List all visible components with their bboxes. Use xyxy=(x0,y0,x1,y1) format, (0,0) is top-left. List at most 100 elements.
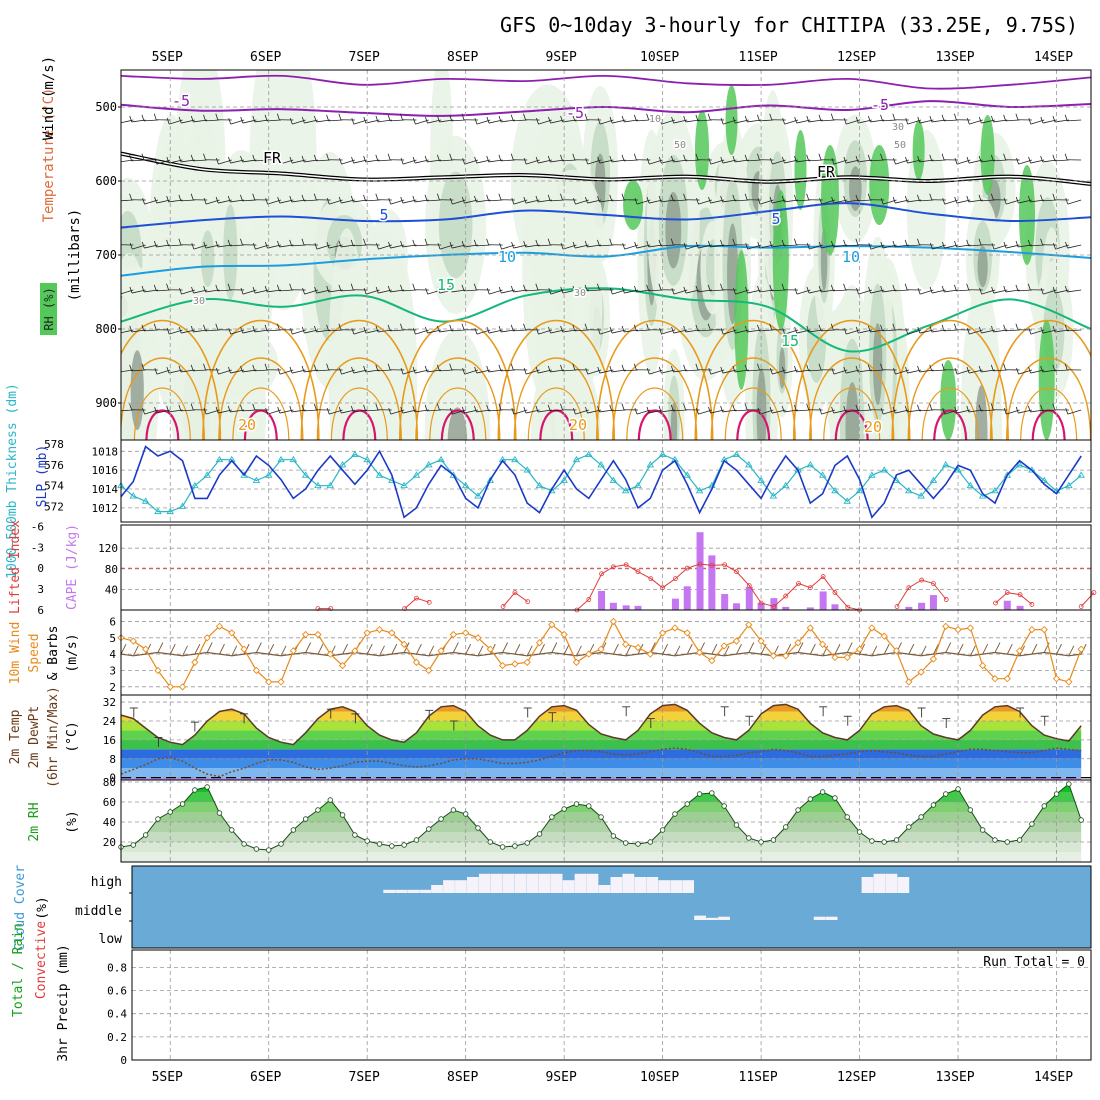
wind-speed-marker xyxy=(228,629,236,637)
wind-barb xyxy=(365,409,380,412)
wind-barb-flag xyxy=(732,194,736,201)
wind-barb-flag xyxy=(671,326,674,334)
wind-barb-flag xyxy=(523,368,527,375)
wind-barb-flag xyxy=(547,238,551,245)
wind-barb-flag xyxy=(240,404,243,411)
surface-wind-barb xyxy=(268,643,275,655)
wind-barb-flag xyxy=(424,194,428,201)
thickness-marker xyxy=(203,471,211,478)
wind-barb xyxy=(193,159,208,162)
wind-barb-flag xyxy=(818,363,822,370)
wind-barb xyxy=(500,369,515,372)
wind-barb-flag xyxy=(942,408,946,415)
wind-barb-flag xyxy=(363,238,366,245)
wind-barb xyxy=(574,329,589,332)
wind-barb xyxy=(944,329,959,332)
wind-barb xyxy=(279,289,294,292)
wind-barb xyxy=(673,199,688,202)
wind-barb xyxy=(488,409,503,412)
wind-barb-flag xyxy=(646,406,650,414)
wind-barb-flag xyxy=(387,324,391,331)
high-cloud-gap xyxy=(538,873,551,893)
wind-barb-flag xyxy=(1064,153,1068,160)
wind-barb-flag xyxy=(843,405,847,413)
wind-barb-flag xyxy=(486,238,489,245)
wind-barb-flag xyxy=(929,193,933,200)
rh-marker xyxy=(979,827,986,833)
wind-barb-flag xyxy=(1064,324,1068,331)
rh-marker xyxy=(807,796,814,802)
high-cloud-gap xyxy=(395,889,408,893)
wind-barb-flag xyxy=(425,116,428,124)
high-cloud-gap xyxy=(885,873,898,893)
wind-barb-flag xyxy=(1015,284,1019,291)
surface-wind-barb xyxy=(686,643,693,655)
wind-barb xyxy=(661,409,675,413)
contour-label: 5 xyxy=(771,210,780,228)
wind-barb-flag xyxy=(510,153,514,160)
wind-barb-flag xyxy=(375,364,379,371)
temp-label-line1-part: 2m Temp xyxy=(8,709,23,764)
wind-barb-flag xyxy=(142,408,145,415)
wind-barb-flag xyxy=(523,113,526,120)
wind-barb-flag xyxy=(941,114,945,121)
temp-band xyxy=(121,768,1082,778)
warm-arch xyxy=(921,387,979,440)
wind-barb-flag xyxy=(240,194,243,201)
wind-barb-flag xyxy=(769,368,773,375)
wind-barb-flag xyxy=(1040,365,1044,373)
thickness-marker xyxy=(338,461,347,468)
wind-barb xyxy=(685,329,700,333)
wind-barb xyxy=(919,369,934,373)
wind-barb-flag xyxy=(326,324,329,331)
wind-barb-flag xyxy=(510,285,514,293)
surface-wind-barb xyxy=(342,643,348,655)
wind-barb xyxy=(1030,199,1045,203)
rh-marker xyxy=(659,827,666,833)
wind-speed-marker xyxy=(523,658,531,666)
wind-barb-flag xyxy=(609,288,613,295)
warm-arch xyxy=(429,387,487,440)
wind-barb-flag xyxy=(326,198,330,205)
wind-barb-flag xyxy=(326,114,329,121)
rh-marker xyxy=(696,791,703,797)
wind-barb-flag xyxy=(215,284,219,291)
wind-barb-flag xyxy=(301,194,305,201)
wind-barb-flag xyxy=(118,327,120,333)
precip-conv-label-part: Convective xyxy=(34,921,49,999)
wind-barb-flag xyxy=(498,286,502,294)
wind-barb-flag xyxy=(178,326,182,334)
wind-label-line3-part: & Barbs xyxy=(46,626,61,681)
wind-barb-flag xyxy=(1015,406,1019,414)
wind-barb xyxy=(611,199,626,202)
warm-arch xyxy=(595,319,714,440)
wind-barb-flag xyxy=(990,403,994,410)
wind-barb-flag xyxy=(387,363,391,370)
wind-barb-flag xyxy=(781,366,785,374)
wind-barb-flag xyxy=(671,365,674,373)
thickness-marker xyxy=(806,461,815,468)
wind-barb-flag xyxy=(744,403,748,410)
wind-barb-flag xyxy=(129,286,133,294)
temp-band xyxy=(121,730,1082,740)
wind-barb xyxy=(944,289,959,293)
contour-label: 15 xyxy=(781,332,799,350)
wind-barb-flag xyxy=(733,288,736,295)
wind-barb-flag xyxy=(966,283,970,290)
wind-barb-flag xyxy=(375,115,379,123)
rh-marker xyxy=(315,807,321,813)
wind-barb xyxy=(759,329,774,332)
lifted-index-marker xyxy=(943,597,949,602)
wind-barb-flag xyxy=(671,155,674,163)
wind-barb-flag xyxy=(375,286,379,294)
wind-barb xyxy=(427,409,442,412)
wind-barb xyxy=(1017,289,1032,292)
thickness-marker xyxy=(1065,481,1073,489)
rh-marker xyxy=(241,841,247,847)
wind-barb-flag xyxy=(695,363,699,370)
rh-marker xyxy=(635,841,641,847)
wind-barb-flag xyxy=(227,195,231,203)
p1-ytick: 500 xyxy=(95,100,117,114)
cloud-unit-part: (%) xyxy=(35,896,50,919)
thickness-marker xyxy=(141,497,150,504)
